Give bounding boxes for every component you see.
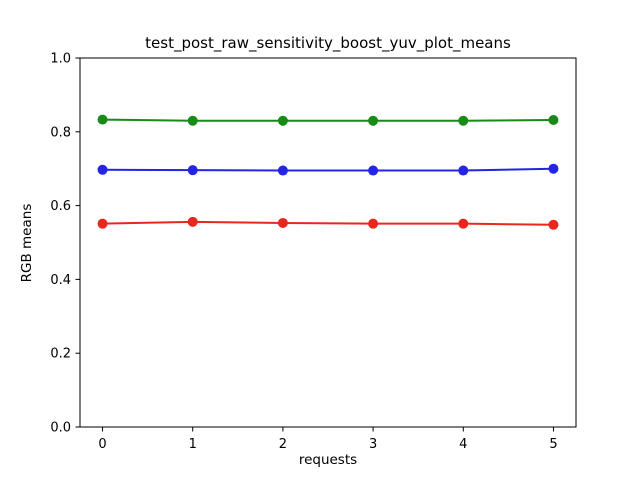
x-axis-label: requests — [298, 452, 358, 468]
data-point-blue-means — [458, 165, 469, 176]
x-tick-label: 1 — [189, 437, 197, 452]
data-point-blue-means — [548, 163, 559, 174]
data-point-blue-means — [187, 165, 198, 176]
data-point-blue-means — [368, 165, 379, 176]
data-point-red-means — [548, 219, 559, 230]
series-line-red-means — [101, 220, 555, 226]
data-point-red-means — [277, 217, 288, 228]
data-point-red-means — [187, 216, 198, 227]
series-line-blue-means — [101, 167, 555, 172]
data-point-green-means — [458, 115, 469, 126]
data-point-green-means — [277, 115, 288, 126]
y-tick-label: 0.6 — [50, 199, 71, 214]
axes-frame — [79, 57, 577, 428]
series-line-green-means — [101, 118, 555, 122]
chart-title: test_post_raw_sensitivity_boost_yuv_plot… — [145, 34, 511, 52]
x-tick-label: 4 — [459, 437, 467, 452]
data-point-red-means — [368, 218, 379, 229]
data-point-red-means — [97, 218, 108, 229]
data-point-red-means — [458, 218, 469, 229]
data-point-green-means — [187, 115, 198, 126]
y-tick-label: 0.2 — [50, 347, 71, 362]
y-tick-label: 0.8 — [50, 125, 71, 140]
data-point-blue-means — [97, 164, 108, 175]
y-tick-label: 1.0 — [50, 52, 71, 67]
x-tick-label: 3 — [369, 437, 377, 452]
x-tick-label: 2 — [279, 437, 287, 452]
y-tick-label: 0.0 — [50, 421, 71, 436]
x-tick-label: 5 — [549, 437, 557, 452]
data-point-green-means — [548, 114, 559, 125]
data-point-green-means — [368, 115, 379, 126]
y-tick-label: 0.4 — [50, 273, 71, 288]
data-point-green-means — [97, 114, 108, 125]
x-tick-label: 0 — [98, 437, 106, 452]
data-point-blue-means — [277, 165, 288, 176]
